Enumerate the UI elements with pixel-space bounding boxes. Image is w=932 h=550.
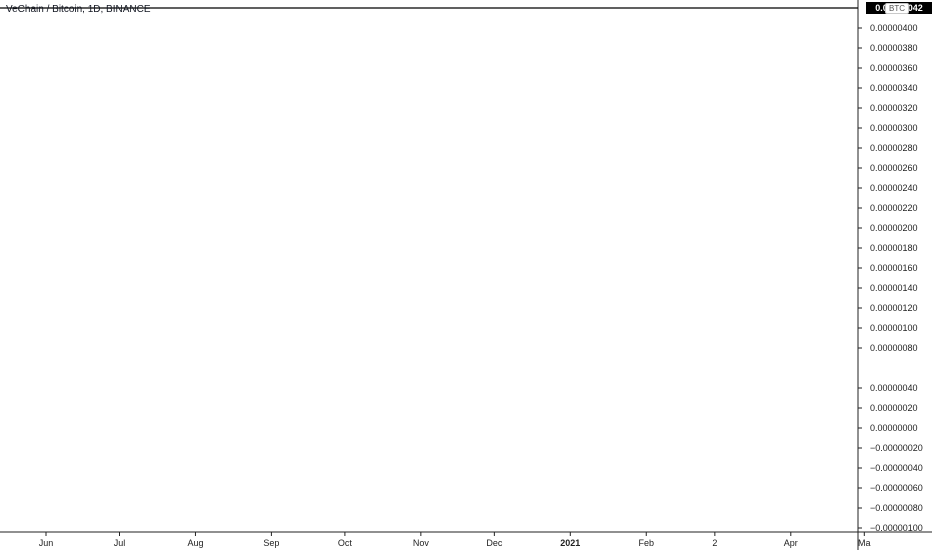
y-tick-label: 0.00000260 — [870, 163, 918, 173]
y-tick-label: 0.00000100 — [870, 323, 918, 333]
y-tick-label: 0.00000020 — [870, 403, 918, 413]
y-tick-label: 0.00000000 — [870, 423, 918, 433]
x-tick-label: Jun — [39, 538, 54, 548]
y-tick-label: −0.00000080 — [870, 503, 923, 513]
y-tick-label: 0.00000080 — [870, 343, 918, 353]
y-tick-label: 0.00000200 — [870, 223, 918, 233]
y-tick-label: 0.00000040 — [870, 383, 918, 393]
x-tick-label: Apr — [784, 538, 798, 548]
x-tick-label: 2 — [712, 538, 717, 548]
x-tick-label: Dec — [486, 538, 503, 548]
y-tick-label: 0.00000140 — [870, 283, 918, 293]
y-tick-label: −0.00000020 — [870, 443, 923, 453]
y-tick-label: 0.00000280 — [870, 143, 918, 153]
y-tick-label: −0.00000060 — [870, 483, 923, 493]
y-tick-label: 0.00000360 — [870, 63, 918, 73]
y-tick-label: 0.00000300 — [870, 123, 918, 133]
y-tick-label: 0.00000240 — [870, 183, 918, 193]
y-tick-label: 0.00000340 — [870, 83, 918, 93]
x-tick-label: Ma — [858, 538, 871, 548]
x-tick-label: Sep — [263, 538, 279, 548]
currency-badge[interactable]: BTC — [885, 3, 909, 14]
chart-title: VeChain / Bitcoin, 1D, BINANCE — [6, 4, 151, 15]
y-tick-label: 0.00000320 — [870, 103, 918, 113]
y-tick-label: 0.00000120 — [870, 303, 918, 313]
x-tick-label: 2021 — [560, 538, 580, 548]
y-tick-label: 0.00000400 — [870, 23, 918, 33]
x-tick-label: Feb — [638, 538, 654, 548]
y-tick-label: 0.00000160 — [870, 263, 918, 273]
y-tick-label: −0.00000040 — [870, 463, 923, 473]
y-tick-label: 0.00000380 — [870, 43, 918, 53]
x-tick-label: Oct — [338, 538, 353, 548]
y-tick-label: 0.00000220 — [870, 203, 918, 213]
x-tick-label: Nov — [413, 538, 430, 548]
y-tick-label: −0.00000100 — [870, 523, 923, 533]
x-tick-label: Jul — [114, 538, 126, 548]
x-tick-label: Aug — [187, 538, 203, 548]
y-tick-label: 0.00000180 — [870, 243, 918, 253]
